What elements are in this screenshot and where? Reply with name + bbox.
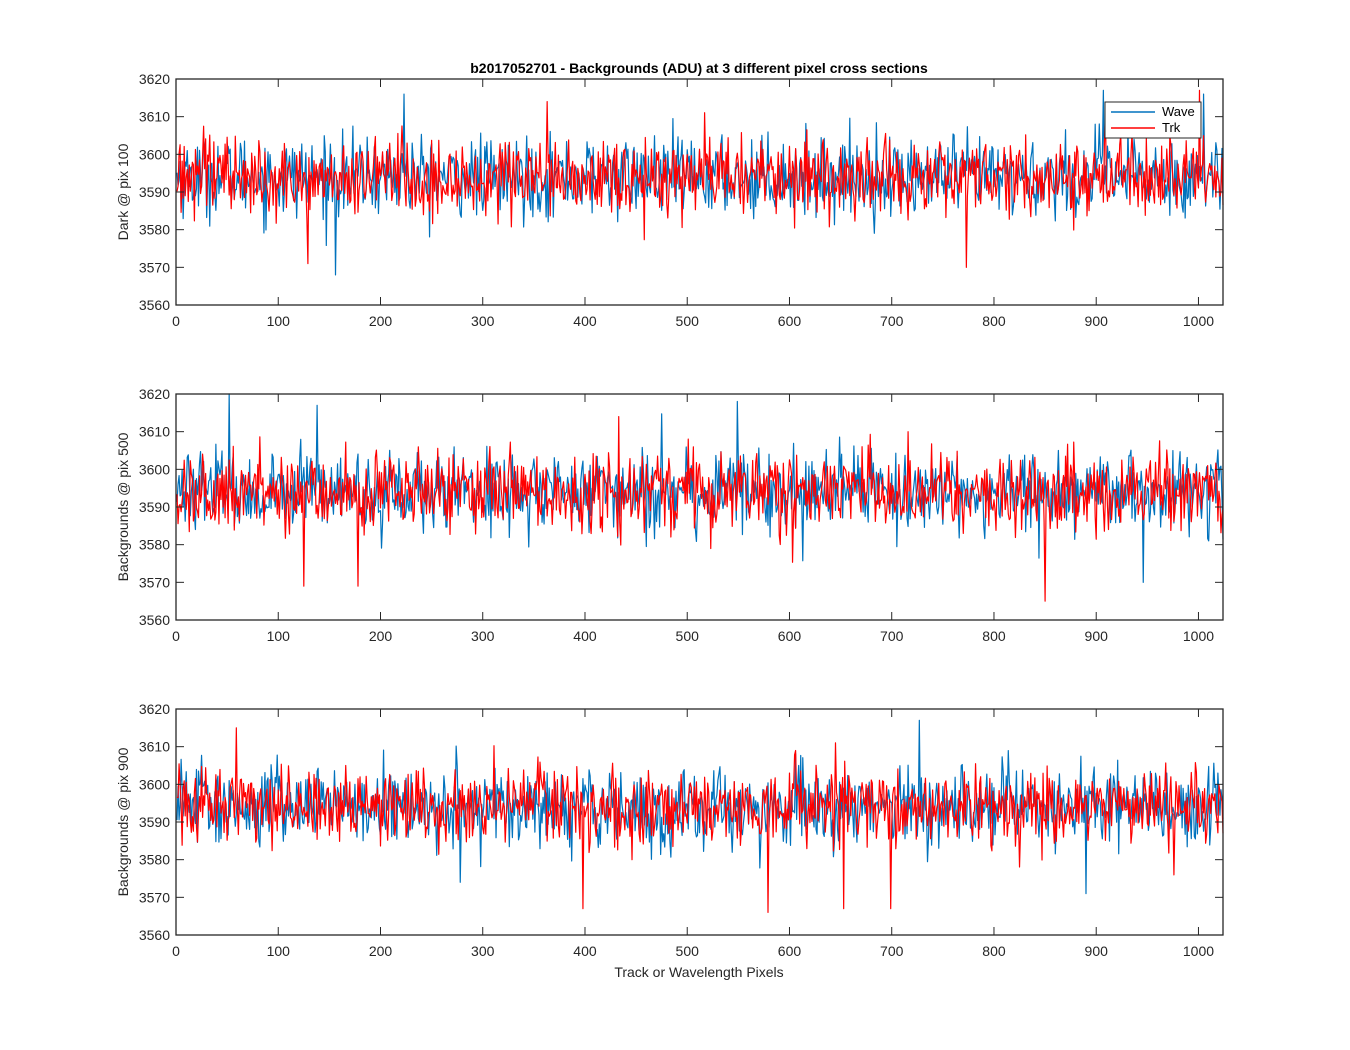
y-tick-label: 3590	[139, 814, 170, 830]
chart-title: b2017052701 - Backgrounds (ADU) at 3 dif…	[470, 60, 928, 76]
x-tick-label: 900	[1085, 628, 1109, 644]
y-axis-label: Dark @ pix 100	[115, 143, 131, 240]
x-tick-label: 0	[172, 943, 180, 959]
y-tick-label: 3610	[139, 739, 170, 755]
ticks-layer: 0 100 200 300 400 500 600 700 800 900 1000 3560 3570…	[139, 701, 1223, 959]
legend-label-wave: Wave	[1162, 104, 1195, 119]
series-layer	[176, 89, 1224, 276]
x-tick-label: 900	[1085, 313, 1109, 329]
x-tick-label: 500	[676, 628, 700, 644]
y-tick-label: 3610	[139, 424, 170, 440]
y-tick-label: 3620	[139, 386, 170, 402]
x-tick-label: 1000	[1183, 313, 1214, 329]
x-tick-label: 200	[369, 628, 393, 644]
legend-label-trk: Trk	[1162, 120, 1181, 135]
x-tick-label: 100	[267, 943, 291, 959]
x-tick-label: 700	[880, 943, 904, 959]
y-tick-label: 3620	[139, 701, 170, 717]
x-tick-label: 400	[573, 628, 597, 644]
ticks-layer: 0 100 200 300 400 500 600 700 800 900 1000 3560 3570…	[139, 386, 1223, 644]
y-tick-label: 3590	[139, 499, 170, 515]
x-tick-label: 600	[778, 943, 802, 959]
x-tick-label: 500	[676, 313, 700, 329]
x-tick-label: 1000	[1183, 628, 1214, 644]
y-tick-label: 3600	[139, 776, 170, 792]
y-tick-label: 3570	[139, 889, 170, 905]
y-tick-label: 3560	[139, 927, 170, 943]
x-tick-label: 300	[471, 628, 495, 644]
y-tick-label: 3580	[139, 537, 170, 553]
x-tick-label: 0	[172, 628, 180, 644]
series-layer	[176, 393, 1224, 602]
ticks-layer: 0 100 200 300 400 500 600 700 800 900 1000 3560 3570…	[139, 71, 1223, 329]
y-tick-label: 3580	[139, 852, 170, 868]
x-tick-label: 200	[369, 313, 393, 329]
y-tick-label: 3580	[139, 222, 170, 238]
x-tick-label: 700	[880, 628, 904, 644]
x-tick-label: 700	[880, 313, 904, 329]
series-layer	[176, 719, 1224, 913]
x-axis-label: Track or Wavelength Pixels	[614, 964, 783, 980]
legend: Wave Trk	[1104, 101, 1202, 139]
series-line-trk	[176, 727, 1224, 913]
y-tick-label: 3560	[139, 297, 170, 313]
y-axis-label: Backgrounds @ pix 500	[115, 432, 131, 581]
x-tick-label: 200	[369, 943, 393, 959]
series-line-trk	[176, 89, 1224, 268]
x-tick-label: 800	[982, 943, 1006, 959]
x-tick-label: 1000	[1183, 943, 1214, 959]
panel-backgrounds-pix-500: 0 100 200 300 400 500 600 700 800 900 1000 3560 3570…	[115, 386, 1224, 644]
series-line-trk	[176, 416, 1224, 602]
x-tick-label: 0	[172, 313, 180, 329]
axes-box	[175, 393, 1224, 621]
y-tick-label: 3560	[139, 612, 170, 628]
y-tick-label: 3620	[139, 71, 170, 87]
panel-dark-pix-100: 0 100 200 300 400 500 600 700 800 900 1000 3560 3570…	[115, 71, 1224, 329]
x-tick-label: 100	[267, 313, 291, 329]
x-tick-label: 400	[573, 943, 597, 959]
x-tick-label: 600	[778, 628, 802, 644]
y-tick-label: 3570	[139, 259, 170, 275]
x-tick-label: 800	[982, 313, 1006, 329]
x-tick-label: 300	[471, 943, 495, 959]
x-tick-label: 300	[471, 313, 495, 329]
y-tick-label: 3590	[139, 184, 170, 200]
x-tick-label: 800	[982, 628, 1006, 644]
y-tick-label: 3600	[139, 461, 170, 477]
x-tick-label: 900	[1085, 943, 1109, 959]
axes-box	[175, 78, 1224, 306]
y-tick-label: 3570	[139, 574, 170, 590]
panel-backgrounds-pix-900: 0 100 200 300 400 500 600 700 800 900 1000 3560 3570…	[115, 701, 1224, 959]
x-tick-label: 400	[573, 313, 597, 329]
y-tick-label: 3600	[139, 146, 170, 162]
axes-box	[175, 708, 1224, 936]
legend-box	[1104, 101, 1202, 139]
x-tick-label: 100	[267, 628, 291, 644]
y-axis-label: Backgrounds @ pix 900	[115, 747, 131, 896]
y-tick-label: 3610	[139, 109, 170, 125]
x-tick-label: 600	[778, 313, 802, 329]
x-tick-label: 500	[676, 943, 700, 959]
